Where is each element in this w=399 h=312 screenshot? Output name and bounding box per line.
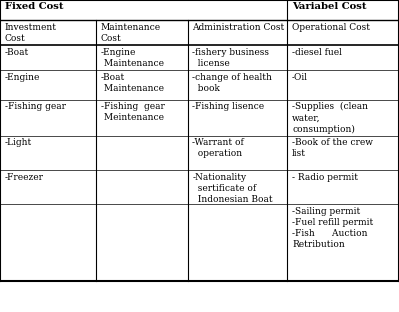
Text: Fixed Cost: Fixed Cost [5, 2, 63, 12]
Text: -Boat: -Boat [5, 48, 29, 57]
Text: -Supplies  (clean
water,
consumption): -Supplies (clean water, consumption) [292, 102, 368, 134]
Text: -diesel fuel: -diesel fuel [292, 48, 342, 57]
Text: -Engine
 Maintenance: -Engine Maintenance [101, 48, 164, 68]
Text: -Freezer: -Freezer [5, 173, 44, 182]
Text: -change of health
  book: -change of health book [192, 73, 272, 93]
Text: -Boat
 Maintenance: -Boat Maintenance [101, 73, 164, 93]
Text: -fishery business
  license: -fishery business license [192, 48, 269, 68]
Text: Operational Cost: Operational Cost [292, 23, 370, 32]
Text: - Radio permit: - Radio permit [292, 173, 358, 182]
Text: -Fishing  gear
 Meintenance: -Fishing gear Meintenance [101, 102, 164, 122]
Text: -Nationality
  sertificate of
  Indonesian Boat: -Nationality sertificate of Indonesian B… [192, 173, 273, 204]
Text: -Sailing permit
-Fuel refill permit
-Fish      Auction
Retribution: -Sailing permit -Fuel refill permit -Fis… [292, 207, 373, 249]
Text: -Warrant of
  operation: -Warrant of operation [192, 138, 244, 158]
Text: Investment
Cost: Investment Cost [5, 23, 57, 43]
Text: -Light: -Light [5, 138, 32, 147]
Text: Maintenance
Cost: Maintenance Cost [101, 23, 161, 43]
Text: -Engine: -Engine [5, 73, 40, 82]
Text: Administration Cost: Administration Cost [192, 23, 284, 32]
Text: -Fishing gear: -Fishing gear [5, 102, 66, 111]
Text: -Oil: -Oil [292, 73, 308, 82]
Text: -Fishing lisence: -Fishing lisence [192, 102, 265, 111]
Text: Variabel Cost: Variabel Cost [292, 2, 367, 12]
Text: -Book of the crew
list: -Book of the crew list [292, 138, 373, 158]
